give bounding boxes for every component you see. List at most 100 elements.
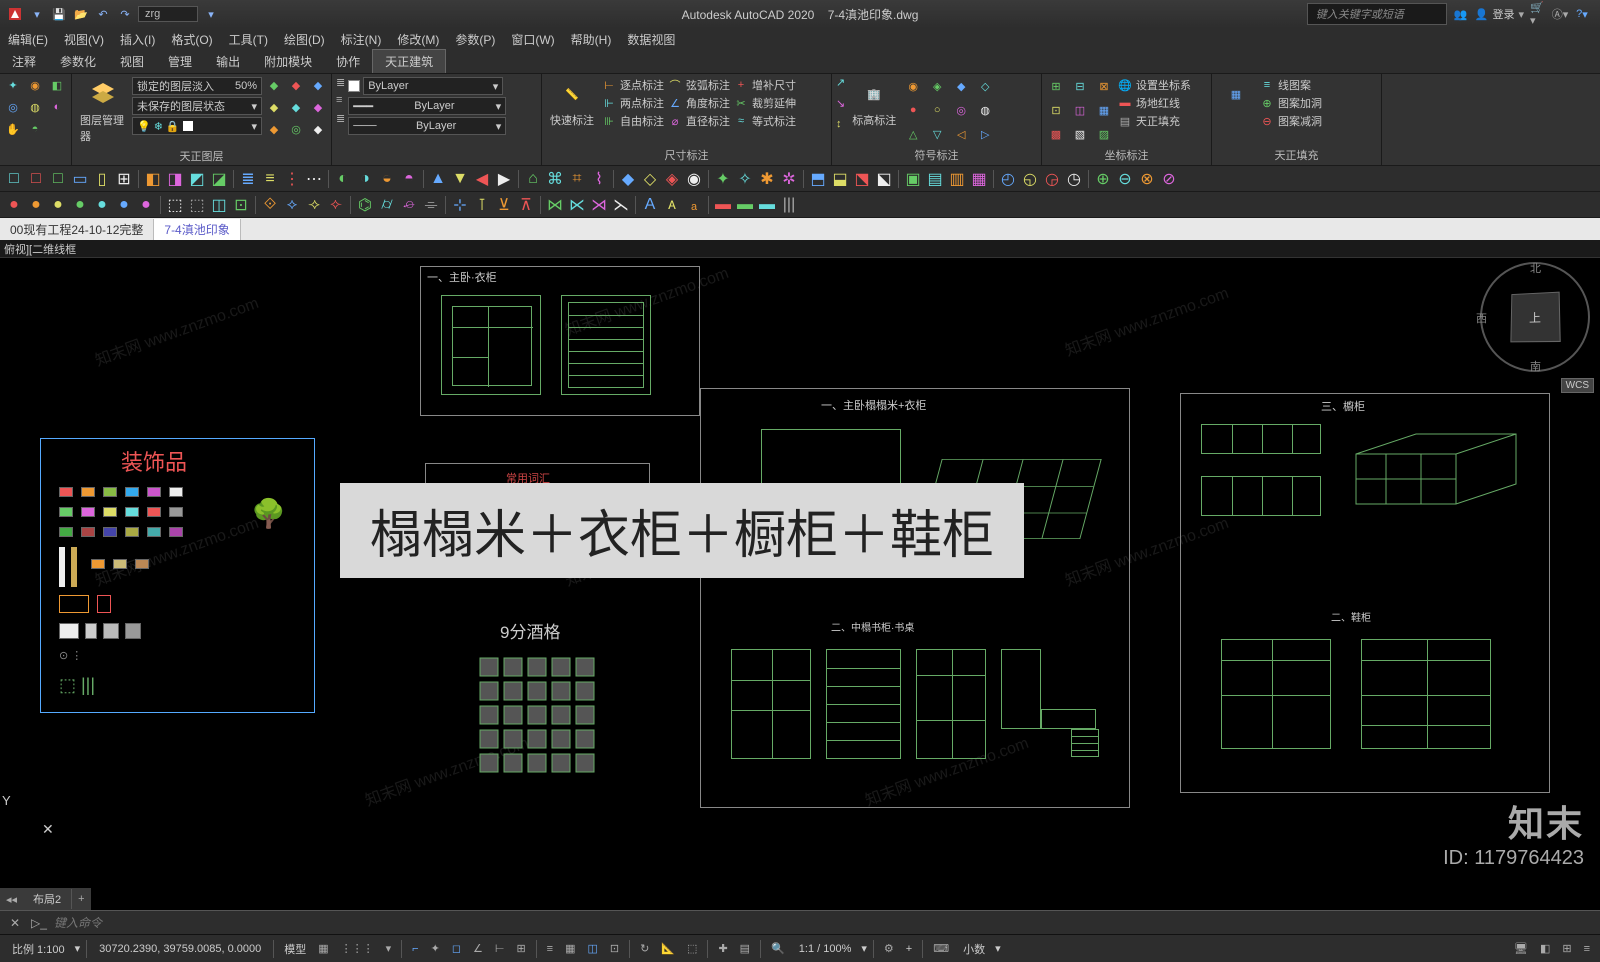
dim-trim[interactable]: ✂裁剪延伸 — [733, 94, 796, 112]
tb-11[interactable]: ≣ — [238, 169, 258, 189]
chevron-down-icon[interactable]: ▾ — [75, 942, 81, 955]
coord-redline[interactable]: ▬场地红线 — [1117, 94, 1191, 112]
ci-4[interactable]: ⊡ — [1046, 100, 1066, 120]
tb-5[interactable]: ▯ — [92, 169, 112, 189]
menu-help[interactable]: 帮助(H) — [563, 28, 620, 50]
layout-scroll-left[interactable]: ◂◂ — [0, 893, 23, 906]
chevron-down-icon[interactable]: ▾ — [382, 939, 396, 959]
tb-39[interactable]: ▣ — [903, 169, 923, 189]
login-button[interactable]: 👤 登录 ▾ — [1475, 6, 1524, 22]
tool-icon-3[interactable]: ◧ — [48, 76, 66, 94]
tb2-24[interactable]: ⋈ — [545, 195, 565, 215]
dim-2pt[interactable]: ⊩两点标注 — [601, 94, 664, 112]
sb-annoscale-icon[interactable]: 🔍 — [767, 939, 789, 959]
menu-dataview[interactable]: 数据视图 — [619, 28, 683, 50]
dim-dia[interactable]: ⌀直径标注 — [667, 112, 730, 130]
tb2-34[interactable]: ||| — [779, 195, 799, 215]
fill-big-button[interactable]: ▦ — [1216, 76, 1256, 114]
sg-8[interactable]: ◍ — [975, 100, 995, 120]
tb2-15[interactable]: ⟣ — [326, 195, 346, 215]
qat-filename-input[interactable]: zrg — [138, 6, 198, 22]
sg-5[interactable]: ● — [903, 100, 923, 120]
sb-polar-icon[interactable]: ✦ — [427, 939, 444, 959]
menu-edit[interactable]: 编辑(E) — [0, 28, 56, 50]
ltool-5[interactable]: ◆ — [287, 98, 305, 116]
tb2-23[interactable]: ⊼ — [516, 195, 536, 215]
dim-free[interactable]: ⊪自由标注 — [601, 112, 664, 130]
chevron-down-icon[interactable]: ▾ — [861, 942, 867, 955]
tab-annotate[interactable]: 注释 — [0, 50, 48, 73]
dim-pt[interactable]: ⊢逐点标注 — [601, 76, 664, 94]
tb2-6[interactable]: ● — [114, 195, 134, 215]
tb-19[interactable]: ▲ — [428, 169, 448, 189]
sg-3[interactable]: ◆ — [951, 76, 971, 96]
tb-22[interactable]: ▶ — [494, 169, 514, 189]
pi-1[interactable]: ≣ — [336, 76, 345, 94]
tb2-21[interactable]: ⊺ — [472, 195, 492, 215]
layer-manager-button[interactable]: 图层管理器 — [76, 76, 129, 146]
sg-2[interactable]: ◈ — [927, 76, 947, 96]
dim-arc[interactable]: ⌒弦弧标注 — [667, 76, 730, 94]
ci-2[interactable]: ⊟ — [1070, 76, 1090, 96]
tb2-30[interactable]: ₐ — [684, 195, 704, 215]
qat-dropdown-icon[interactable]: ▾ — [202, 5, 220, 23]
layout-tab-2[interactable]: 布局2 — [23, 889, 72, 909]
qat-save-icon[interactable]: 💾 — [50, 5, 68, 23]
tb2-20[interactable]: ⊹ — [450, 195, 470, 215]
a360-icon[interactable]: Ⓐ▾ — [1552, 6, 1568, 22]
tb-12[interactable]: ≡ — [260, 169, 280, 189]
cart-icon[interactable]: 🛒▾ — [1530, 6, 1546, 22]
tb-42[interactable]: ▦ — [969, 169, 989, 189]
tb-43[interactable]: ◴ — [998, 169, 1018, 189]
pi-3[interactable]: ≣ — [336, 112, 345, 130]
sb-gear-icon[interactable]: ⚙ — [880, 939, 898, 959]
sb-vs-icon[interactable]: ▤ — [736, 939, 754, 959]
tb-40[interactable]: ▤ — [925, 169, 945, 189]
fill-line[interactable]: ≡线图案 — [1259, 76, 1322, 94]
fill-subhole[interactable]: ⊖图案减洞 — [1259, 112, 1322, 130]
sb-sc-icon[interactable]: ⊡ — [606, 939, 623, 959]
sb-scale[interactable]: 比例 1:100 — [6, 941, 71, 957]
tb-23[interactable]: ⌂ — [523, 169, 543, 189]
tb2-28[interactable]: A — [640, 195, 660, 215]
tb-4[interactable]: ▭ — [70, 169, 90, 189]
tb-44[interactable]: ◵ — [1020, 169, 1040, 189]
tb2-5[interactable]: ● — [92, 195, 112, 215]
tb-1[interactable]: □ — [4, 169, 24, 189]
sb-qp-icon[interactable]: ◫ — [583, 939, 601, 959]
tb2-12[interactable]: ⟐ — [260, 195, 280, 215]
pi-2[interactable]: ≡ — [336, 94, 345, 112]
sym-i3[interactable]: ↕ — [836, 118, 845, 136]
tb-8[interactable]: ◨ — [165, 169, 185, 189]
tb-29[interactable]: ◈ — [662, 169, 682, 189]
sb-grid-icon[interactable]: ▦ — [314, 939, 332, 959]
tb2-9[interactable]: ⬚ — [187, 195, 207, 215]
sb-dyn-icon[interactable]: ⊞ — [512, 939, 529, 959]
menu-insert[interactable]: 插入(I) — [112, 28, 163, 50]
app-menu-icon[interactable] — [6, 5, 24, 23]
sb-model-btn[interactable]: 模型 — [280, 939, 310, 959]
viewcube[interactable]: 上 北 南 西 — [1480, 262, 1590, 372]
sb-gizmo-icon[interactable]: ✚ — [714, 939, 731, 959]
tb-3[interactable]: □ — [48, 169, 68, 189]
tab-tangent[interactable]: 天正建筑 — [372, 49, 446, 73]
chevron-down-icon[interactable]: ▾ — [995, 942, 1001, 955]
qat-new-icon[interactable]: ▾ — [28, 5, 46, 23]
tb-13[interactable]: ⋮ — [282, 169, 302, 189]
tb-31[interactable]: ✦ — [713, 169, 733, 189]
tb-14[interactable]: ⋯ — [304, 169, 324, 189]
tb-26[interactable]: ⌇ — [589, 169, 609, 189]
sb-otrack-icon[interactable]: ⊢ — [491, 939, 509, 959]
tb2-17[interactable]: ⌭ — [377, 195, 397, 215]
help-search-input[interactable]: 键入关键字或短语 — [1307, 3, 1447, 25]
tool-icon-5[interactable]: ◍ — [26, 98, 44, 116]
sb-lwt-icon[interactable]: ≡ — [543, 939, 557, 959]
tool-icon-1[interactable]: ✦ — [4, 76, 22, 94]
drawing-canvas[interactable]: 知末网 www.znzmo.com 知末网 www.znzmo.com 知末网 … — [0, 258, 1600, 918]
tool-icon-9[interactable] — [48, 120, 66, 138]
tab-addins[interactable]: 附加模块 — [252, 50, 324, 73]
layer-state-dropdown[interactable]: 未保存的图层状态▾ — [132, 97, 262, 115]
tb2-13[interactable]: ⟡ — [282, 195, 302, 215]
sb-monitor-icon[interactable]: 🖥 — [1510, 939, 1532, 959]
tb2-11[interactable]: ⊡ — [231, 195, 251, 215]
